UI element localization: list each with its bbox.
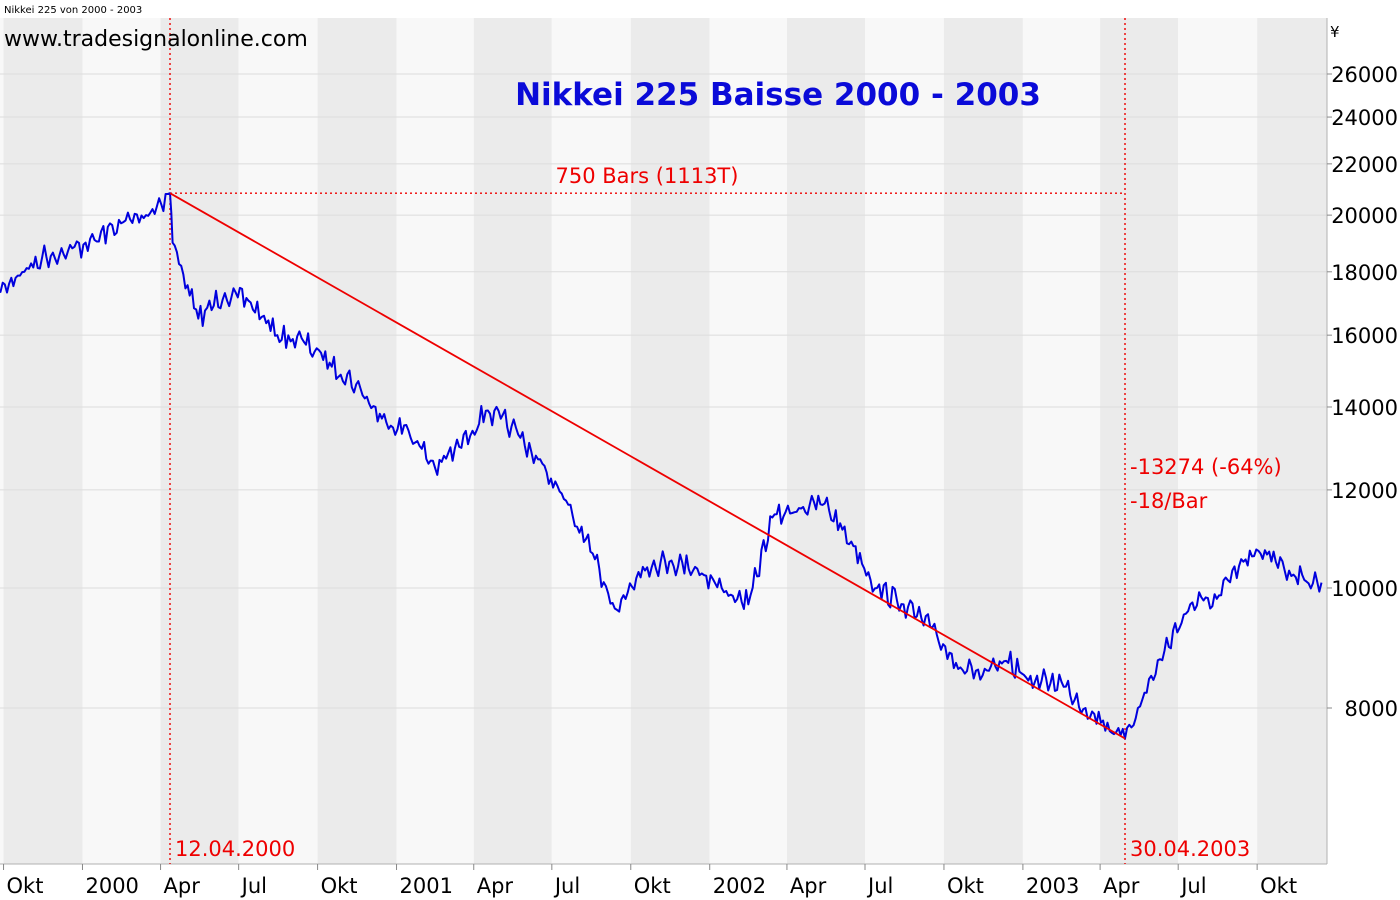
x-tick-label: Okt xyxy=(7,874,44,898)
x-tick-label: Apr xyxy=(164,874,201,898)
x-tick-label: Jul xyxy=(1179,874,1206,898)
quarter-band xyxy=(317,18,397,864)
x-tick-label: 2001 xyxy=(400,874,453,898)
y-tick-label: 22000 xyxy=(1331,153,1398,177)
x-tick-label: Jul xyxy=(240,874,267,898)
x-tick-label: Apr xyxy=(477,874,514,898)
quarter-band xyxy=(709,18,787,864)
x-tick-label: Apr xyxy=(1103,874,1140,898)
quarter-band xyxy=(786,18,866,864)
y-tick-label: 20000 xyxy=(1331,204,1398,228)
x-tick-label: Jul xyxy=(553,874,580,898)
decline-trend-line xyxy=(169,192,1126,740)
x-axis: Okt 2000 Apr Jul Okt 2001 Apr Jul Okt 2002 Apr Jul O… xyxy=(3,864,1297,898)
quarter-band xyxy=(1178,18,1258,864)
quarter-band xyxy=(551,18,631,864)
quarter-band xyxy=(1022,18,1101,864)
per-bar-annotation: -18/Bar xyxy=(1130,489,1208,513)
x-tick-label: 2002 xyxy=(713,874,766,898)
start-date-label: 12.04.2000 xyxy=(175,837,295,861)
quarter-band xyxy=(1100,18,1179,864)
y-tick-label: 8000 xyxy=(1345,697,1398,721)
quarter-band xyxy=(82,18,161,864)
end-date-label: 30.04.2003 xyxy=(1130,837,1250,861)
chart-title: Nikkei 225 Baisse 2000 - 2003 xyxy=(515,77,1041,113)
quarter-band xyxy=(943,18,1023,864)
x-tick-label: 2000 xyxy=(85,874,138,898)
y-tick-label: 18000 xyxy=(1331,261,1398,285)
quarter-band xyxy=(160,18,239,864)
x-tick-label: Okt xyxy=(321,874,358,898)
watermark: www.tradesignalonline.com xyxy=(4,27,308,52)
x-tick-label: 2003 xyxy=(1026,874,1079,898)
y-tick-label: 26000 xyxy=(1331,63,1398,87)
quarter-band xyxy=(0,18,4,864)
quarter-band xyxy=(238,18,318,864)
diff-annotation: -13274 (-64%) xyxy=(1130,455,1282,479)
y-tick-label: 12000 xyxy=(1331,479,1398,503)
quarter-band xyxy=(1257,18,1327,864)
nikkei-price-series xyxy=(0,192,1323,740)
quarter-band xyxy=(865,18,944,864)
quarter-band xyxy=(473,18,552,864)
alternating-quarter-bands xyxy=(0,18,1327,864)
y-tick-label: 24000 xyxy=(1331,106,1398,130)
x-tick-label: Okt xyxy=(1260,874,1297,898)
quarter-band xyxy=(396,18,474,864)
y-tick-label: 14000 xyxy=(1331,396,1398,420)
horizontal-gridlines xyxy=(0,73,1327,709)
y-tick-label: 16000 xyxy=(1331,324,1398,348)
y-tick-label: 10000 xyxy=(1331,577,1398,601)
quarter-band xyxy=(3,18,83,864)
bars-annotation: 750 Bars (1113T) xyxy=(556,164,739,188)
currency-label: ¥ xyxy=(1330,23,1340,41)
window-title: Nikkei 225 von 2000 - 2003 xyxy=(4,5,142,16)
x-tick-label: Okt xyxy=(634,874,671,898)
quarter-band xyxy=(630,18,710,864)
x-tick-label: Okt xyxy=(947,874,984,898)
y-axis: 8000 10000 12000 14000 16000 18000 20000 22000 2… xyxy=(1327,63,1398,721)
x-tick-label: Jul xyxy=(866,874,893,898)
x-tick-label: Apr xyxy=(790,874,827,898)
